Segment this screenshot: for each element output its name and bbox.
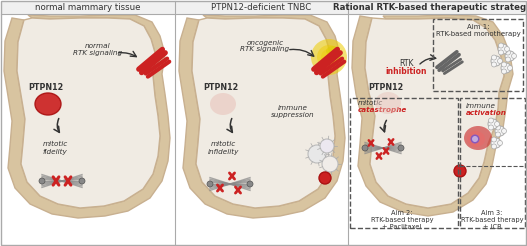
Circle shape	[488, 119, 498, 129]
Circle shape	[502, 62, 506, 67]
Circle shape	[498, 44, 508, 54]
Text: mitotic
infidelity: mitotic infidelity	[207, 141, 239, 154]
Circle shape	[499, 50, 503, 55]
Circle shape	[505, 57, 511, 62]
Circle shape	[454, 165, 466, 177]
Circle shape	[494, 122, 500, 126]
Ellipse shape	[35, 93, 61, 115]
Circle shape	[79, 178, 85, 184]
Circle shape	[512, 53, 516, 59]
Text: normal
RTK signaling: normal RTK signaling	[73, 44, 123, 57]
Polygon shape	[17, 18, 160, 208]
Bar	[1, 1, 526, 14]
Circle shape	[207, 181, 213, 187]
Circle shape	[492, 144, 496, 149]
Text: normal mammary tissue: normal mammary tissue	[35, 2, 141, 12]
Circle shape	[492, 62, 496, 67]
Circle shape	[489, 118, 493, 123]
Ellipse shape	[375, 92, 401, 114]
Text: PTPN12-deficient TNBC: PTPN12-deficient TNBC	[211, 2, 311, 12]
Text: PTPN12: PTPN12	[368, 83, 403, 92]
Circle shape	[39, 178, 45, 184]
Ellipse shape	[210, 93, 236, 115]
Ellipse shape	[467, 131, 485, 147]
Text: immune: immune	[466, 103, 496, 109]
Polygon shape	[352, 15, 513, 216]
Text: mitotic: mitotic	[358, 100, 383, 106]
Circle shape	[247, 181, 253, 187]
Circle shape	[499, 43, 503, 48]
Circle shape	[504, 46, 510, 51]
Text: Aim 1:
RTK-based monotherapy: Aim 1: RTK-based monotherapy	[436, 24, 520, 37]
Circle shape	[497, 59, 503, 63]
Circle shape	[362, 145, 368, 151]
Circle shape	[508, 65, 512, 71]
Circle shape	[317, 45, 341, 69]
Circle shape	[322, 156, 338, 172]
Circle shape	[398, 145, 404, 151]
Circle shape	[311, 39, 347, 75]
Polygon shape	[179, 15, 345, 218]
Bar	[350, 98, 458, 228]
Text: Rational RTK-based therapeutic strategies: Rational RTK-based therapeutic strategie…	[334, 2, 527, 12]
Circle shape	[492, 55, 496, 60]
Text: Aim 3:
RTK-based therapy
+ ICB: Aim 3: RTK-based therapy + ICB	[461, 210, 523, 230]
Circle shape	[491, 56, 501, 66]
Text: immune
suppression: immune suppression	[271, 105, 315, 118]
Ellipse shape	[326, 46, 340, 56]
Bar	[460, 98, 525, 228]
Polygon shape	[4, 15, 170, 218]
Ellipse shape	[464, 126, 492, 150]
Text: mitotic
fidelity: mitotic fidelity	[42, 141, 67, 154]
Circle shape	[495, 125, 501, 130]
Text: Aim 2:
RTK-based therapy
+ Paclitaxel: Aim 2: RTK-based therapy + Paclitaxel	[371, 210, 433, 230]
Text: PTPN12: PTPN12	[28, 83, 63, 92]
Text: oncogenic
RTK signaling: oncogenic RTK signaling	[240, 40, 289, 52]
Circle shape	[320, 139, 334, 153]
Ellipse shape	[472, 136, 478, 142]
Polygon shape	[365, 18, 504, 208]
Ellipse shape	[471, 135, 480, 143]
Circle shape	[501, 63, 511, 73]
Polygon shape	[192, 18, 335, 208]
Circle shape	[502, 128, 506, 134]
Text: inhibition: inhibition	[385, 66, 427, 76]
Circle shape	[497, 140, 503, 145]
Circle shape	[495, 132, 501, 137]
Circle shape	[321, 49, 337, 65]
Circle shape	[489, 125, 493, 130]
Circle shape	[495, 126, 505, 136]
Bar	[433, 19, 523, 91]
Circle shape	[502, 69, 506, 74]
Text: activation: activation	[466, 110, 507, 116]
Circle shape	[492, 137, 496, 142]
Circle shape	[491, 138, 501, 148]
Circle shape	[319, 172, 331, 184]
Circle shape	[308, 145, 326, 163]
Circle shape	[505, 51, 515, 61]
Text: PTPN12: PTPN12	[203, 83, 238, 92]
Text: RTK: RTK	[399, 59, 413, 67]
Text: catastrophe: catastrophe	[358, 107, 407, 113]
Circle shape	[505, 50, 511, 55]
